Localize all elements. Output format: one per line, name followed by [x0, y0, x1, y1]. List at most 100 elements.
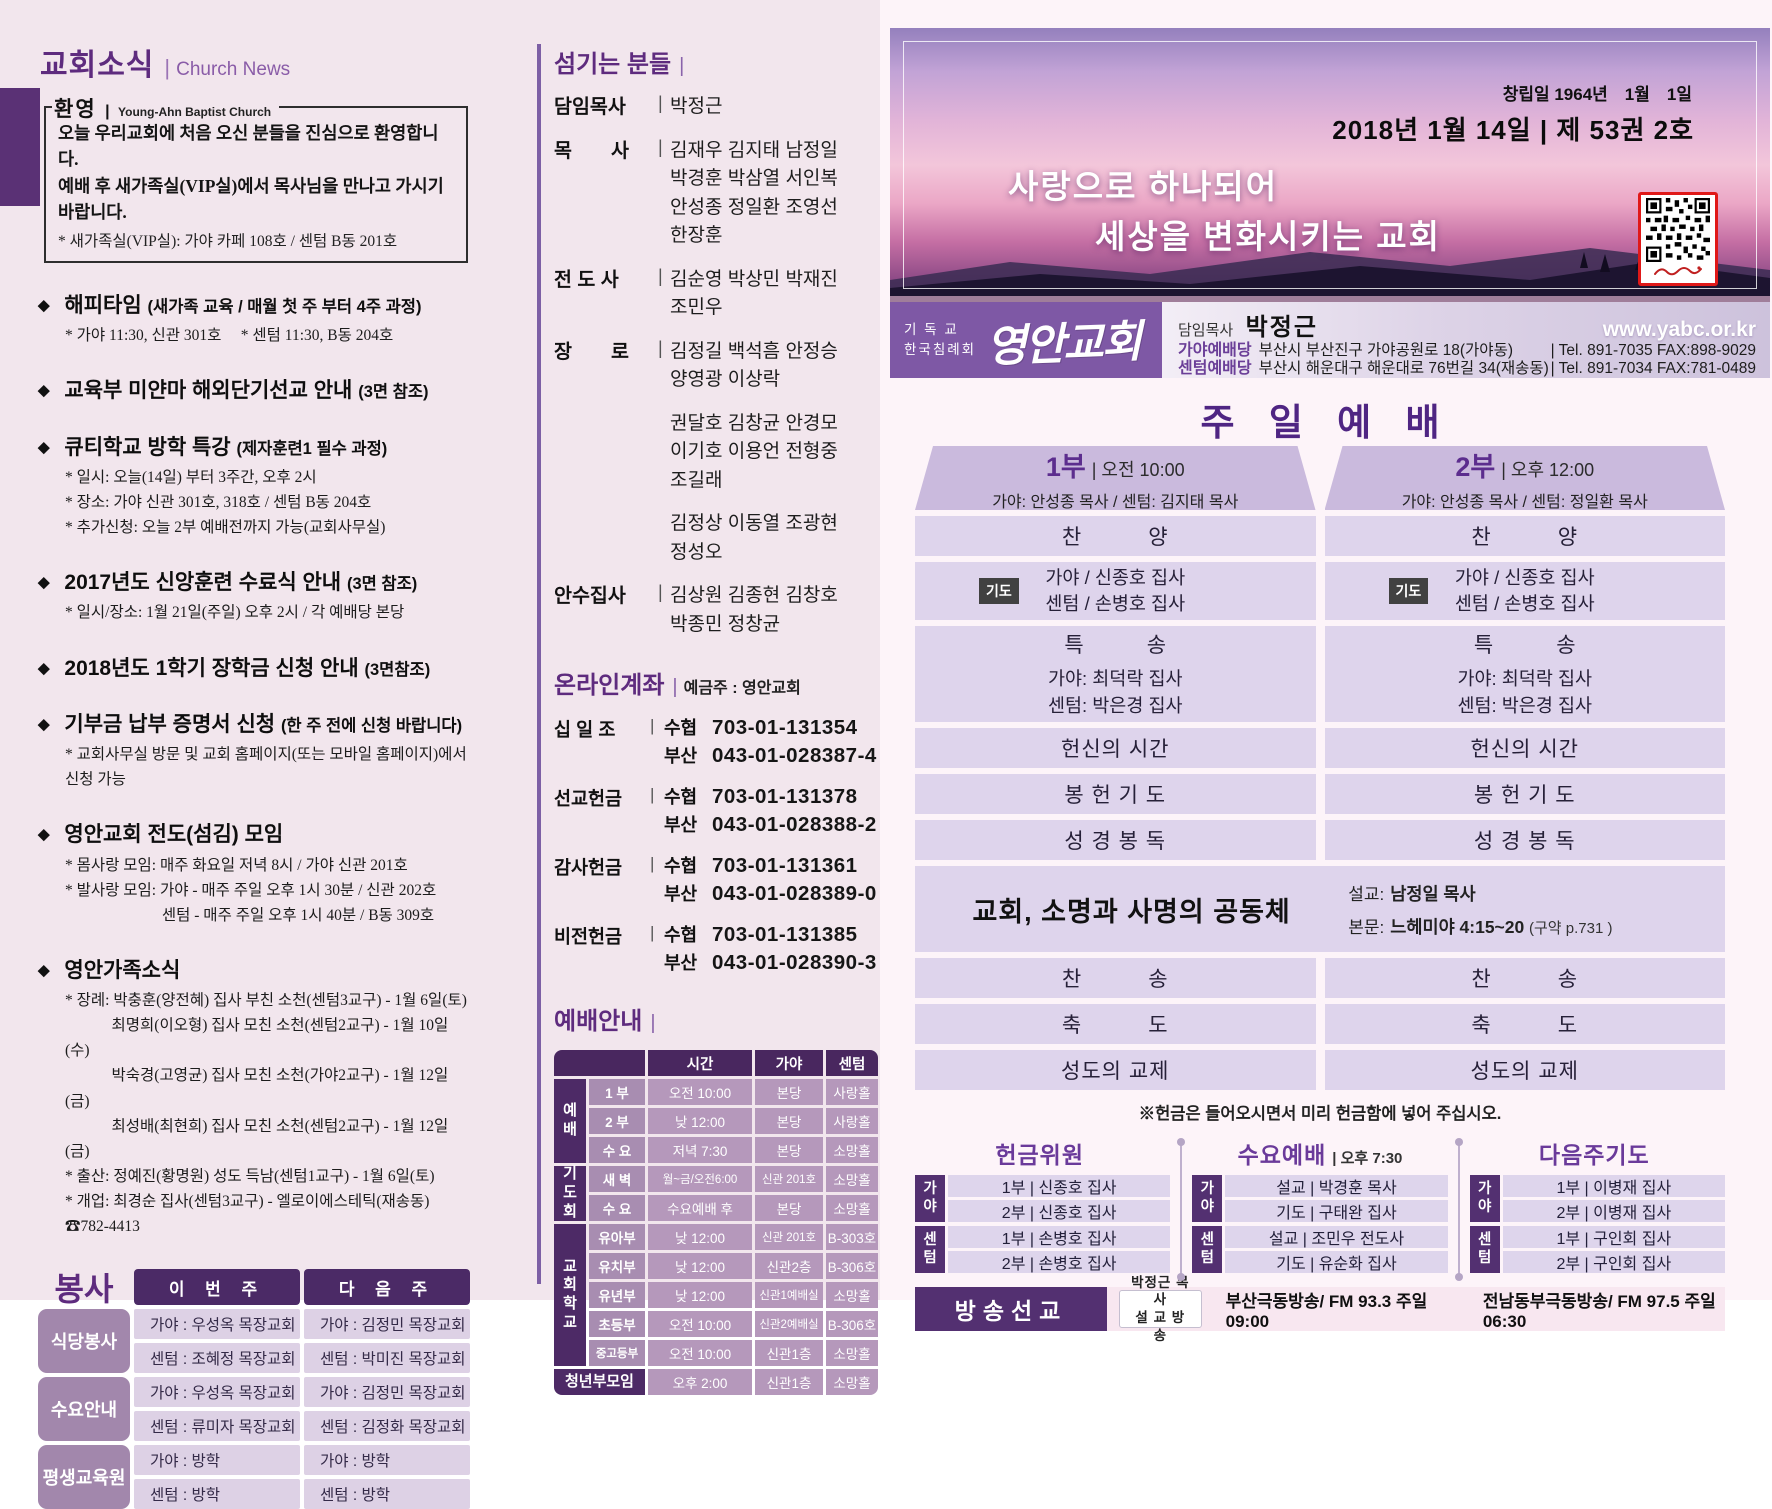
account-numbers: 수협 703-01-131354 부산 043-01-028387-4 [664, 714, 878, 770]
cell-gaya: 본당 [755, 1108, 823, 1134]
role-item: 안수집사 | 김상원 김종현 김창호 박종민 정창균 [554, 582, 878, 639]
divider-bar: | [105, 103, 110, 120]
bank-name: 부산 [664, 815, 698, 835]
panel-title: 수요예배 [1237, 1142, 1327, 1168]
divider-bar: | [658, 265, 663, 286]
notice-title-paren: (제자훈련1 필수 과정) [236, 439, 388, 458]
church-logo-block: 기 독 교 한국침례회 영안교회 [890, 302, 1162, 378]
row-offering-prayer: 봉 헌 기 도 [1324, 774, 1725, 814]
accounts-title: 온라인계좌 [554, 672, 665, 699]
row-offering-prayer: 봉 헌 기 도 [915, 774, 1316, 814]
masthead-photo: 창립일 1964년 1월 1일 2018년 1월 14일 | 제 53권 2호 … [890, 28, 1770, 302]
cell-time: 낮 12:00 [648, 1108, 752, 1134]
group-label-gaya: 가야 [1469, 1175, 1500, 1222]
divider-bar: | [679, 55, 685, 77]
worship-guide-table: 시간 가야 센텀 예배 1 부 오전 10:00 본당 사랑홀 2 부 낮 12… [554, 1050, 878, 1395]
account-line: 부산 043-01-028390-3 [664, 949, 878, 975]
notice-notes: * 몸사랑 모임: 매주 화요일 저녁 8시 / 가야 신관 201호 * 발사… [65, 856, 437, 924]
cell-gaya: 신관1예배실 [755, 1282, 823, 1308]
broadcast-banner: 방송선교 박정근 목사 설 교 방 송 부산극동방송/ FM 93.3 주일 0… [915, 1275, 1725, 1343]
row-praise: 찬 양 [1324, 516, 1725, 556]
cell-centum: 사랑홀 [826, 1079, 878, 1105]
group-label-centum: 센텀 [915, 1226, 945, 1273]
bank-name: 수협 [664, 856, 698, 876]
notice-title: ◆ 영안교회 전도(섬김) 모임 [38, 822, 472, 848]
account-label: 감사헌금 [554, 857, 623, 878]
notice-item: ◆ 영안교회 전도(섬김) 모임 * 몸사랑 모임: 매주 화요일 저녁 8시 … [38, 822, 472, 928]
row-prayer: 기도 가야 / 신종호 집사 센텀 / 손병호 집사 [1324, 562, 1725, 620]
bank-name: 부산 [664, 953, 698, 973]
row-label-lifelong-edu: 평생교육원 [38, 1445, 130, 1509]
role-names: 박정근 [670, 96, 723, 117]
group-label-worship: 예배 [554, 1079, 586, 1163]
table-cell: 가야 : 김정민 목장교회 [304, 1309, 470, 1340]
divider-bar [658, 510, 670, 567]
row-label-wednesday: 수요안내 [38, 1377, 130, 1442]
cell-gaya: 본당 [755, 1079, 823, 1105]
bank-name: 부산 [664, 884, 698, 904]
column-divider-line [537, 44, 541, 1284]
row-scripture: 성 경 봉 독 [1324, 820, 1725, 860]
campus-address: 부산시 부산진구 가야공원로 18(가야동) [1258, 342, 1513, 359]
divider-bar: | [650, 854, 655, 873]
panel-time: | 오후 7:30 [1332, 1150, 1403, 1167]
cell-centum: B-303호 [826, 1224, 878, 1250]
notice-item: ◆ 영안가족소식 * 장례: 박충훈(양전혜) 집사 부친 소천(센텀3교구) … [38, 958, 472, 1239]
notice-title-text: 영안교회 전도(섬김) 모임 [64, 823, 284, 847]
row-fellowship: 성도의 교제 [1324, 1050, 1725, 1090]
next-week-prayer-panel: 다음주기도 가야 1부 | 이병재 집사 2부 | 이병재 집사 센텀 1부 |… [1469, 1136, 1725, 1277]
cell-centum: 소망홀 [826, 1137, 878, 1163]
campus-label: 센텀예배당 [1178, 360, 1252, 378]
group-label-gaya: 가야 [1192, 1175, 1223, 1222]
broadcast-station-1: 부산극동방송/ FM 93.3 주일 09:00 [1225, 1291, 1428, 1331]
account-list: 십 일 조 | 수협 703-01-131354 부산 043-01-02838… [554, 714, 878, 977]
committee-row: 1부 | 손병호 집사 [948, 1226, 1171, 1248]
cell-time: 수요예배 후 [648, 1195, 752, 1221]
role-item: 전 도 사 | 김순영 박상민 박재진 조민우 [554, 266, 878, 323]
church-news-heading: 교회소식 | Church News [40, 40, 472, 84]
row-prayer: 기도 가야 / 신종호 집사 센텀 / 손병호 집사 [915, 562, 1316, 620]
notice-title-paren: (새가족 교육 / 매월 첫 주 부터 4주 과정) [147, 298, 422, 316]
campus-address: 부산시 해운대구 해운대로 76번길 34(재송동) [1258, 360, 1549, 378]
cell-centum: 소망홀 [826, 1282, 878, 1308]
sermon-text-label: 본문: [1348, 917, 1385, 937]
table-cell: 가야 : 방학 [304, 1445, 470, 1476]
offering-note: ※헌금은 들어오시면서 미리 헌금함에 넣어 주십시오. [1138, 1105, 1502, 1123]
notice-title: ◆ 2017년도 신앙훈련 수료식 안내 (3면 참조) [38, 570, 472, 596]
divider-bar: | [672, 676, 678, 698]
prayer-badge: 기도 [979, 578, 1019, 604]
role-item: 권달호 김창균 안경모 이기호 이용언 전형중 조길래 [554, 410, 878, 496]
account-label: 선교헌금 [554, 788, 623, 809]
church-logo: 영안교회 [985, 317, 1141, 372]
notice-title-paren: (한 주 전에 신청 바랍니다) [280, 716, 463, 735]
account-number: 703-01-131385 [712, 923, 858, 946]
cell-time: 오전 10:00 [648, 1079, 752, 1105]
cell-centum: 소망홀 [826, 1166, 878, 1192]
qr-signature-mark [1654, 266, 1702, 276]
account-item: 감사헌금 | 수협 703-01-131361 부산 043-01-028389… [554, 852, 878, 908]
page-edge-tab [0, 88, 40, 206]
group-label-gaya: 가야 [915, 1175, 945, 1222]
notice-item: ◆ 2017년도 신앙훈련 수료식 안내 (3면 참조) * 일시/장소: 1월… [38, 570, 472, 625]
account-number: 703-01-131378 [712, 785, 858, 808]
church-info-band: 기 독 교 한국침례회 영안교회 담임목사 박정근 www.yabc.or.kr… [890, 302, 1770, 378]
cell-centum: B-306호 [826, 1311, 878, 1337]
row-dedication: 헌신의 시간 [1324, 728, 1725, 768]
cell-centum: B-306호 [826, 1253, 878, 1279]
diamond-bullet-icon: ◆ [38, 961, 50, 979]
account-line: 수협 703-01-131354 [664, 714, 878, 740]
cell-gaya: 본당 [755, 1137, 823, 1163]
issue-date: 2018년 1월 14일 | 제 53권 2호 [1332, 115, 1694, 145]
role-label: 안수집사 [554, 585, 626, 607]
divider-bar: | [650, 785, 655, 804]
serving-heading: 섬기는 분들 | [554, 44, 878, 79]
diamond-bullet-icon: ◆ [38, 297, 50, 314]
service-leaders: 가야: 안성종 목사 / 센텀: 김지태 목사 [992, 493, 1239, 511]
cell-time: 오전 10:00 [648, 1340, 752, 1366]
role-label [554, 510, 658, 567]
table-cell: 가야 : 방학 [134, 1445, 300, 1476]
row-hymn: 찬 송 [1324, 958, 1725, 998]
sermon-row: 교회, 소명과 사명의 공동체 설교: 남정일 목사 본문: 느헤미야 4:15~2… [915, 866, 1725, 952]
row-special-song: 특 송 가야: 최덕락 집사 센텀: 박은경 집사 [1324, 626, 1725, 722]
sunday-worship-table: 1부 | 오전 10:00 가야: 안성종 목사 / 센텀: 김지태 목사 2부 |… [915, 446, 1725, 1090]
